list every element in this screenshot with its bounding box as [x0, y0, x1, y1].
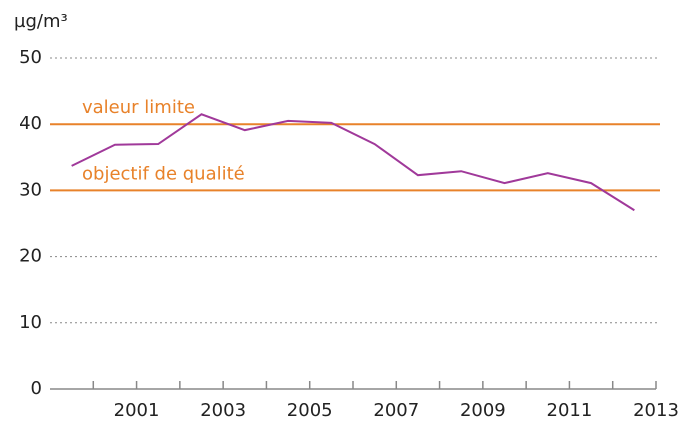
y-tick-label: 0 — [31, 378, 42, 399]
x-tick-label: 2009 — [460, 400, 506, 421]
y-tick-label: 40 — [19, 113, 42, 134]
y-axis-unit: µg/m³ — [14, 11, 68, 32]
reference-label: objectif de qualité — [82, 163, 245, 184]
x-tick-label: 2001 — [114, 400, 160, 421]
data-line — [71, 113, 635, 212]
x-tick-label: 2011 — [547, 400, 593, 421]
y-tick-label: 20 — [19, 246, 42, 267]
x-tick-label: 2005 — [287, 400, 333, 421]
x-tick-label: 2013 — [633, 400, 679, 421]
x-tick-label: 2003 — [200, 400, 246, 421]
reference-label: valeur limite — [82, 97, 195, 118]
y-tick-label: 30 — [19, 179, 42, 200]
y-tick-label: 10 — [19, 312, 42, 333]
y-tick-label: 50 — [19, 47, 42, 68]
x-tick-label: 2007 — [373, 400, 419, 421]
